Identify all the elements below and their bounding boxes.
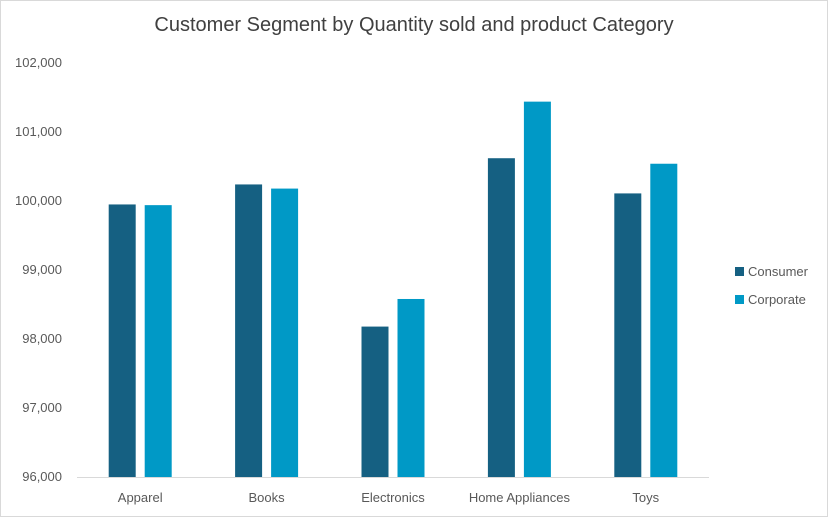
y-tick-label: 98,000 [22, 331, 62, 346]
legend-swatch-consumer [735, 266, 744, 276]
bar-corporate-books [271, 188, 299, 477]
legend-item-consumer: Consumer [735, 257, 808, 285]
bar-consumer-apparel [108, 204, 136, 477]
legend: Consumer Corporate [735, 257, 808, 313]
bar-corporate-home-appliances [523, 101, 551, 477]
y-tick-label: 101,000 [15, 124, 62, 139]
legend-swatch-corporate [735, 294, 744, 304]
y-tick-label: 97,000 [22, 400, 62, 415]
legend-label-consumer: Consumer [748, 263, 808, 279]
x-tick-label: Toys [632, 490, 659, 505]
x-tick-label: Electronics [361, 490, 425, 505]
legend-label-corporate: Corporate [748, 291, 806, 307]
bar-consumer-electronics [361, 326, 389, 477]
x-tick-label: Books [249, 490, 286, 505]
x-tick-label: Home Appliances [469, 490, 571, 505]
bar-consumer-home-appliances [487, 158, 515, 477]
bar-corporate-electronics [397, 298, 425, 477]
y-tick-label: 100,000 [15, 193, 62, 208]
bar-corporate-toys [650, 163, 678, 478]
x-tick-label: Apparel [118, 490, 163, 505]
y-tick-label: 99,000 [22, 262, 62, 277]
y-tick-label: 96,000 [22, 469, 62, 484]
bar-consumer-books [235, 184, 263, 477]
bar-corporate-apparel [144, 205, 172, 477]
chart-title: Customer Segment by Quantity sold and pr… [154, 14, 674, 36]
legend-item-corporate: Corporate [735, 285, 808, 313]
y-tick-label: 102,000 [15, 55, 62, 70]
bar-consumer-toys [614, 193, 642, 477]
